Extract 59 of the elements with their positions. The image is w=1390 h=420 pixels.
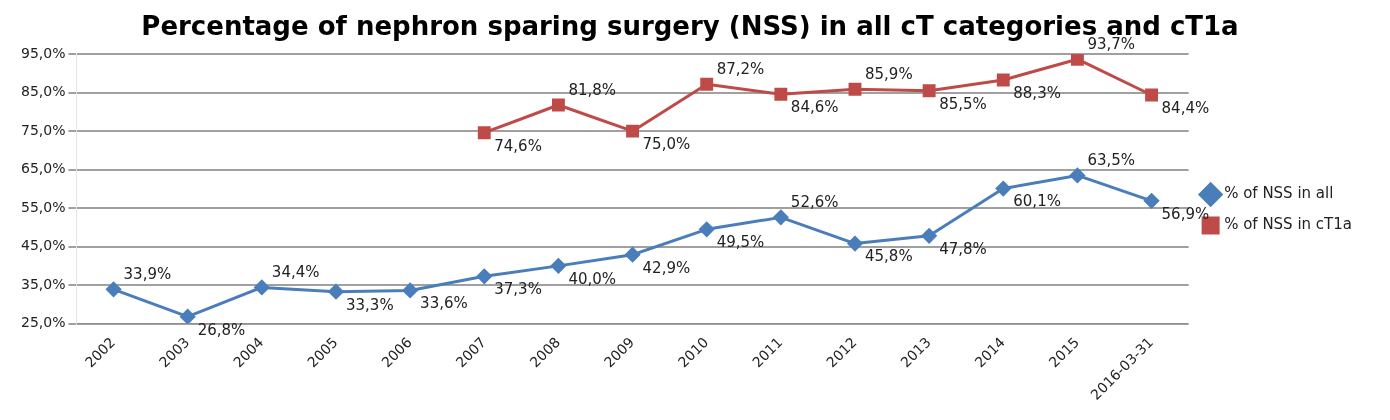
data-label: 26,8%	[197, 320, 246, 339]
point	[477, 126, 491, 140]
point	[700, 77, 714, 91]
data-label: 34,4%	[271, 263, 320, 282]
point	[921, 228, 937, 244]
point	[328, 284, 344, 300]
y-tick-label: 85,0%	[20, 83, 66, 100]
data-label: 75,0%	[642, 135, 691, 154]
point	[551, 98, 565, 112]
point	[254, 279, 270, 295]
data-label: 85,9%	[864, 65, 913, 84]
point	[774, 87, 788, 101]
point	[1070, 54, 1084, 66]
point	[699, 221, 715, 237]
point	[1145, 88, 1159, 102]
data-label: 84,4%	[1161, 98, 1210, 117]
data-label: 33,6%	[420, 294, 468, 313]
data-label: 81,8%	[568, 80, 617, 99]
legend-label: % of NSS in cT1a	[1224, 215, 1353, 234]
y-tick-label: 95,0%	[20, 44, 66, 61]
data-label: 52,6%	[790, 193, 839, 212]
point	[180, 309, 196, 324]
data-label: 87,2%	[716, 60, 765, 79]
data-label: 42,9%	[642, 258, 691, 277]
point	[1069, 167, 1085, 183]
y-tick-label: 75,0%	[20, 121, 66, 138]
data-label: 37,3%	[494, 280, 542, 299]
data-label: 84,6%	[790, 98, 839, 117]
legend-label: % of NSS in all	[1224, 184, 1334, 203]
point	[847, 236, 863, 252]
y-tick-label: 25,0%	[20, 314, 66, 331]
data-label: 63,5%	[1087, 151, 1136, 170]
data-label: 60,1%	[1013, 192, 1061, 211]
y-tick-label: 55,0%	[20, 198, 66, 215]
data-label: 49,5%	[716, 233, 765, 252]
y-tick-label: 65,0%	[20, 160, 66, 177]
point	[1144, 193, 1160, 209]
point	[773, 209, 789, 225]
point	[626, 124, 639, 138]
point	[922, 84, 936, 98]
data-label: 56,9%	[1161, 204, 1210, 223]
point	[625, 247, 641, 263]
data-label: 33,9%	[123, 265, 172, 284]
point	[550, 258, 566, 274]
data-label: 47,8%	[939, 239, 987, 258]
point	[106, 281, 122, 297]
y-tick-label: 35,0%	[20, 275, 66, 292]
data-label: 33,3%	[345, 295, 394, 314]
data-label: 45,8%	[864, 247, 913, 266]
point	[996, 73, 1010, 87]
data-label: 88,3%	[1013, 83, 1061, 102]
point	[476, 268, 492, 284]
y-tick-label: 45,0%	[20, 237, 66, 254]
point	[402, 282, 418, 298]
point	[995, 181, 1011, 197]
data-label: 74,6%	[494, 136, 542, 155]
data-label: 40,0%	[568, 269, 617, 288]
data-label: 85,5%	[939, 94, 987, 113]
point	[848, 82, 862, 96]
